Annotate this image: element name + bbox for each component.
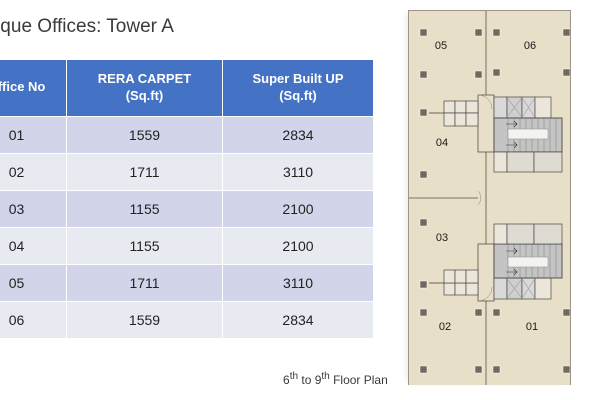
svg-text:05: 05	[435, 40, 447, 52]
svg-text:01: 01	[526, 321, 538, 333]
svg-text:03: 03	[436, 232, 448, 244]
svg-text:02: 02	[439, 321, 451, 333]
svg-text:06: 06	[524, 40, 536, 52]
svg-text:04: 04	[436, 137, 448, 149]
